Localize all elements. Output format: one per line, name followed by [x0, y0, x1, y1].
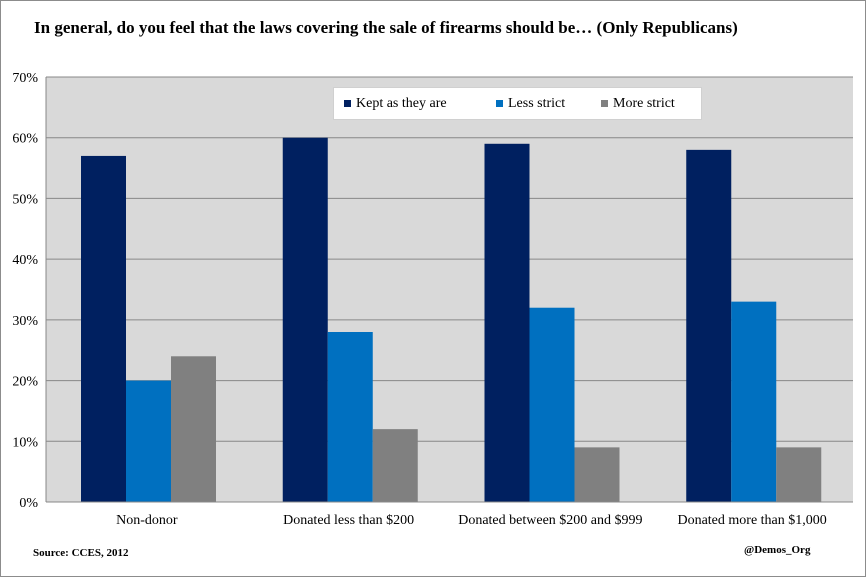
bar-more — [372, 429, 418, 502]
y-tick-label: 50% — [12, 192, 38, 207]
y-axis-ticks: 0% 10% 20% 30% 40% 50% 60% 70% — [12, 71, 38, 511]
legend-swatch-kept — [344, 100, 351, 107]
bars — [81, 137, 822, 503]
y-tick-label: 0% — [19, 496, 38, 511]
y-tick-label: 10% — [12, 435, 38, 450]
bar-more — [171, 356, 216, 502]
legend-swatch-less — [496, 100, 503, 107]
x-category-label: Donated more than $1,000 — [677, 513, 827, 528]
bar-less — [731, 301, 777, 502]
bar-more — [574, 447, 620, 502]
credit-handle: @Demos_Org — [744, 544, 811, 556]
bar-more — [776, 447, 822, 502]
legend-label-less: Less strict — [508, 96, 566, 111]
y-tick-label: 70% — [12, 71, 38, 86]
y-tick-label: 30% — [12, 314, 38, 329]
x-category-label: Non-donor — [116, 513, 178, 528]
legend-swatch-more — [601, 100, 608, 107]
source-note: Source: CCES, 2012 — [33, 547, 129, 559]
bar-less — [327, 332, 373, 502]
chart-title: In general, do you feel that the laws co… — [34, 18, 738, 37]
bar-kept — [282, 137, 328, 502]
legend: Kept as they are Less strict More strict — [333, 87, 702, 120]
bar-kept — [81, 155, 126, 502]
x-category-label: Donated less than $200 — [283, 513, 415, 528]
y-tick-label: 60% — [12, 132, 38, 147]
bar-less — [126, 380, 171, 502]
legend-label-kept: Kept as they are — [356, 96, 447, 111]
x-category-label: Donated between $200 and $999 — [458, 513, 643, 528]
bar-kept — [686, 149, 732, 502]
y-tick-label: 20% — [12, 375, 38, 390]
bar-kept — [484, 143, 530, 503]
bar-less — [529, 307, 575, 502]
y-tick-label: 40% — [12, 253, 38, 268]
legend-label-more: More strict — [613, 96, 675, 111]
